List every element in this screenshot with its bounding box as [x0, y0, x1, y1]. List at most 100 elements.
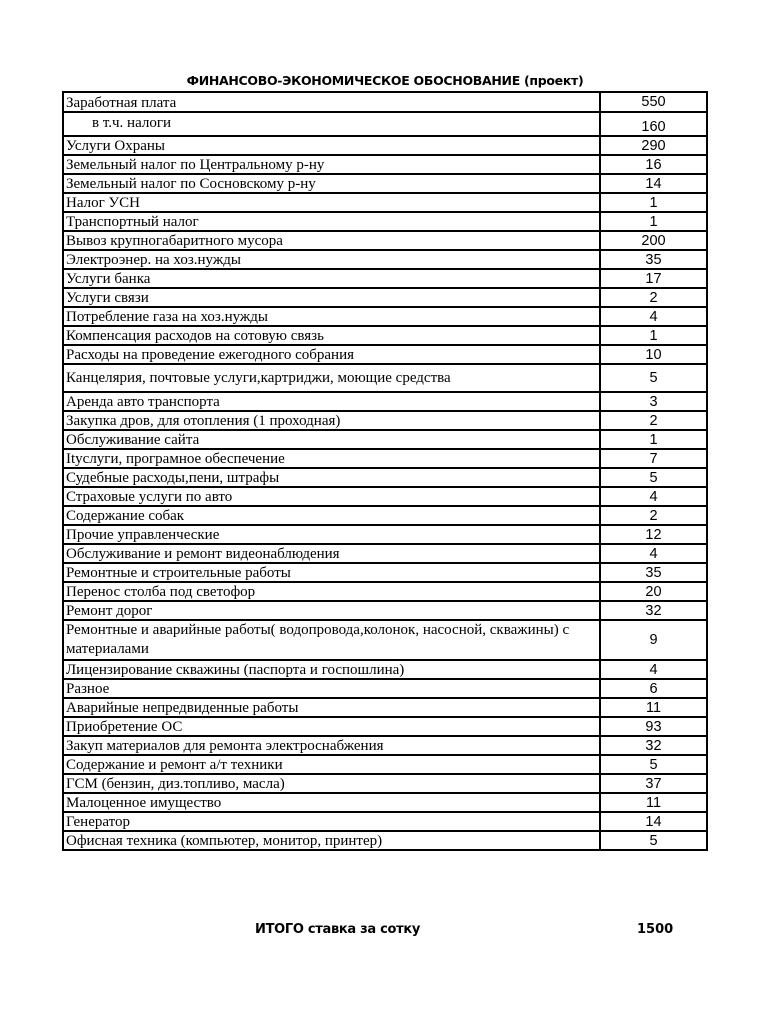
table-row: Лицензирование скважины (паспорта и госп…	[62, 659, 708, 680]
table-row: Содержание собак 2	[62, 505, 708, 526]
table-row: Услуги банка 17	[62, 268, 708, 289]
expense-name: Услуги связи	[62, 287, 601, 308]
expense-name: Перенос столба под светофор	[62, 581, 601, 602]
table-row: Перенос столба под светофор 20	[62, 581, 708, 602]
expense-value: 17	[599, 268, 708, 289]
expense-name: Услуги банка	[62, 268, 601, 289]
expense-value: 1	[599, 325, 708, 346]
expense-name: Вывоз крупногабаритного мусора	[62, 230, 601, 251]
expense-value: 14	[599, 173, 708, 194]
expense-name: Малоценное имущество	[62, 792, 601, 813]
expense-value: 35	[599, 562, 708, 583]
expense-name: Ремонтные и строительные работы	[62, 562, 601, 583]
expense-value: 1	[599, 211, 708, 232]
expense-name: Лицензирование скважины (паспорта и госп…	[62, 659, 601, 680]
expense-value: 11	[599, 697, 708, 718]
table-row: Itуслуги, програмное обеспечение 7	[62, 448, 708, 469]
expense-name: Транспортный налог	[62, 211, 601, 232]
expense-value: 11	[599, 792, 708, 813]
table-row: Заработная плата 550	[62, 91, 708, 113]
expense-value: 4	[599, 543, 708, 564]
table-row: Судебные расходы,пени, штрафы 5	[62, 467, 708, 488]
expense-name: Земельный налог по Центральному р-ну	[62, 154, 601, 175]
expense-value: 2	[599, 287, 708, 308]
expense-name: Потребление газа на хоз.нужды	[62, 306, 601, 327]
expense-value: 4	[599, 306, 708, 327]
expense-value: 6	[599, 678, 708, 699]
expense-name: Заработная плата	[62, 91, 601, 113]
expense-value: 3	[599, 391, 708, 412]
expense-name: Компенсация расходов на сотовую связь	[62, 325, 601, 346]
expense-value: 160	[599, 111, 708, 137]
table-row: Закуп материалов для ремонта электроснаб…	[62, 735, 708, 756]
expense-value: 20	[599, 581, 708, 602]
expense-name: Генератор	[62, 811, 601, 832]
table-row: Закупка дров, для отопления (1 проходная…	[62, 410, 708, 431]
expense-name: Закуп материалов для ремонта электроснаб…	[62, 735, 601, 756]
total-value: 1500	[637, 922, 674, 937]
expense-name: Судебные расходы,пени, штрафы	[62, 467, 601, 488]
expense-value: 93	[599, 716, 708, 737]
table-row: Услуги Охраны 290	[62, 135, 708, 156]
table-row: Офисная техника (компьютер, монитор, при…	[62, 830, 708, 851]
table-row: Малоценное имущество 11	[62, 792, 708, 813]
total-label: ИТОГО ставка за сотку	[255, 922, 421, 937]
expense-name: Содержание и ремонт а/т техники	[62, 754, 601, 775]
expense-name: Страховые услуги по авто	[62, 486, 601, 507]
expense-name: Расходы на проведение ежегодного собрани…	[62, 344, 601, 365]
expense-value: 5	[599, 830, 708, 851]
table-row: Страховые услуги по авто 4	[62, 486, 708, 507]
expense-value: 14	[599, 811, 708, 832]
table-row: Обслуживание и ремонт видеонаблюдения 4	[62, 543, 708, 564]
table-row: Земельный налог по Центральному р-ну 16	[62, 154, 708, 175]
expense-value: 12	[599, 524, 708, 545]
expense-value: 550	[599, 91, 708, 113]
table-row: Ремонт дорог 32	[62, 600, 708, 621]
table-row: Приобретение ОС 93	[62, 716, 708, 737]
document-title: ФИНАНСОВО-ЭКОНОМИЧЕСКОЕ ОБОСНОВАНИЕ (про…	[186, 73, 584, 88]
expense-name: Электроэнер. на хоз.нужды	[62, 249, 601, 270]
table-row: Земельный налог по Сосновскому р-ну 14	[62, 173, 708, 194]
expense-name: Itуслуги, програмное обеспечение	[62, 448, 601, 469]
table-row: в т.ч. налоги 160	[62, 111, 708, 137]
table-row: Канцелярия, почтовые услуги,картриджи, м…	[62, 363, 708, 393]
expense-name: Ремонт дорог	[62, 600, 601, 621]
table-row: Генератор 14	[62, 811, 708, 832]
expense-name: Земельный налог по Сосновскому р-ну	[62, 173, 601, 194]
expense-value: 32	[599, 735, 708, 756]
expense-name: Ремонтные и аварийные работы( водопровод…	[62, 619, 601, 661]
expense-value: 7	[599, 448, 708, 469]
expense-value: 35	[599, 249, 708, 270]
table-row: Транспортный налог 1	[62, 211, 708, 232]
table-row: Аварийные непредвиденные работы 11	[62, 697, 708, 718]
expense-value: 5	[599, 363, 708, 393]
expense-name: Приобретение ОС	[62, 716, 601, 737]
table-row: Ремонтные и аварийные работы( водопровод…	[62, 619, 708, 661]
expense-table: Заработная плата 550 в т.ч. налоги 160 Услуг…	[62, 91, 708, 851]
expense-value: 16	[599, 154, 708, 175]
expense-value: 4	[599, 486, 708, 507]
table-row: Вывоз крупногабаритного мусора 200	[62, 230, 708, 251]
expense-name: Аварийные непредвиденные работы	[62, 697, 601, 718]
table-row: Содержание и ремонт а/т техники 5	[62, 754, 708, 775]
expense-name: в т.ч. налоги	[62, 111, 601, 137]
expense-value: 290	[599, 135, 708, 156]
table-row: Потребление газа на хоз.нужды 4	[62, 306, 708, 327]
table-row: Разное 6	[62, 678, 708, 699]
table-row: ГСМ (бензин, диз.топливо, масла) 37	[62, 773, 708, 794]
table-row: Ремонтные и строительные работы 35	[62, 562, 708, 583]
expense-name: Прочие управленческие	[62, 524, 601, 545]
expense-name: Офисная техника (компьютер, монитор, при…	[62, 830, 601, 851]
expense-name: Аренда авто транспорта	[62, 391, 601, 412]
table-row: Услуги связи 2	[62, 287, 708, 308]
expense-value: 4	[599, 659, 708, 680]
expense-value: 5	[599, 467, 708, 488]
table-row: Обслуживание сайта 1	[62, 429, 708, 450]
table-row: Налог УСН 1	[62, 192, 708, 213]
table-row: Прочие управленческие 12	[62, 524, 708, 545]
expense-name: Обслуживание сайта	[62, 429, 601, 450]
expense-name: Канцелярия, почтовые услуги,картриджи, м…	[62, 363, 601, 393]
expense-name: Разное	[62, 678, 601, 699]
expense-name: ГСМ (бензин, диз.топливо, масла)	[62, 773, 601, 794]
expense-value: 200	[599, 230, 708, 251]
